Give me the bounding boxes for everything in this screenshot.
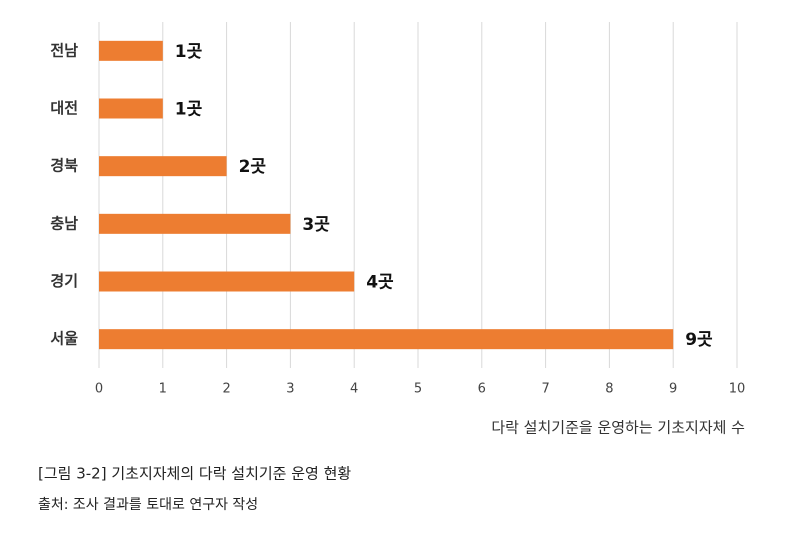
- y-tick-label: 충남: [50, 214, 78, 232]
- bar: [99, 329, 674, 350]
- x-axis-label: 다락 설치기준을 운영하는 기초지자체 수: [491, 419, 745, 437]
- x-tick-label: 6: [478, 382, 486, 397]
- value-label: 1곳: [175, 42, 203, 62]
- value-label: 3곳: [302, 215, 330, 235]
- y-tick-label: 경기: [50, 272, 78, 290]
- x-tick-label: 8: [605, 382, 613, 397]
- source: 출처: 조사 결과를 토대로 연구자 작성: [38, 497, 258, 513]
- x-tick-label: 0: [95, 382, 103, 397]
- x-tick-label: 1: [159, 382, 167, 397]
- x-tick-label: 4: [350, 382, 358, 397]
- bar: [99, 271, 355, 292]
- x-tick-label: 2: [222, 382, 230, 397]
- caption: [그림 3-2] 기초지자체의 다락 설치기준 운영 현황: [38, 465, 351, 483]
- y-tick-label: 전남: [50, 41, 78, 59]
- bar: [99, 98, 163, 119]
- y-tick-label: 서울: [50, 330, 78, 348]
- bar: [99, 156, 227, 177]
- x-tick-label: 10: [729, 382, 746, 397]
- value-label: 2곳: [239, 157, 267, 177]
- value-label: 4곳: [366, 273, 394, 293]
- x-tick-label: 5: [414, 382, 422, 397]
- bar: [99, 40, 163, 61]
- x-tick-label: 7: [541, 382, 549, 397]
- y-tick-label: 대전: [50, 99, 78, 117]
- x-tick-label: 3: [286, 382, 294, 397]
- x-tick-label: 9: [669, 382, 677, 397]
- bar: [99, 213, 291, 234]
- y-tick-label: 경북: [50, 157, 78, 175]
- value-label: 1곳: [175, 100, 203, 120]
- value-label: 9곳: [685, 330, 713, 350]
